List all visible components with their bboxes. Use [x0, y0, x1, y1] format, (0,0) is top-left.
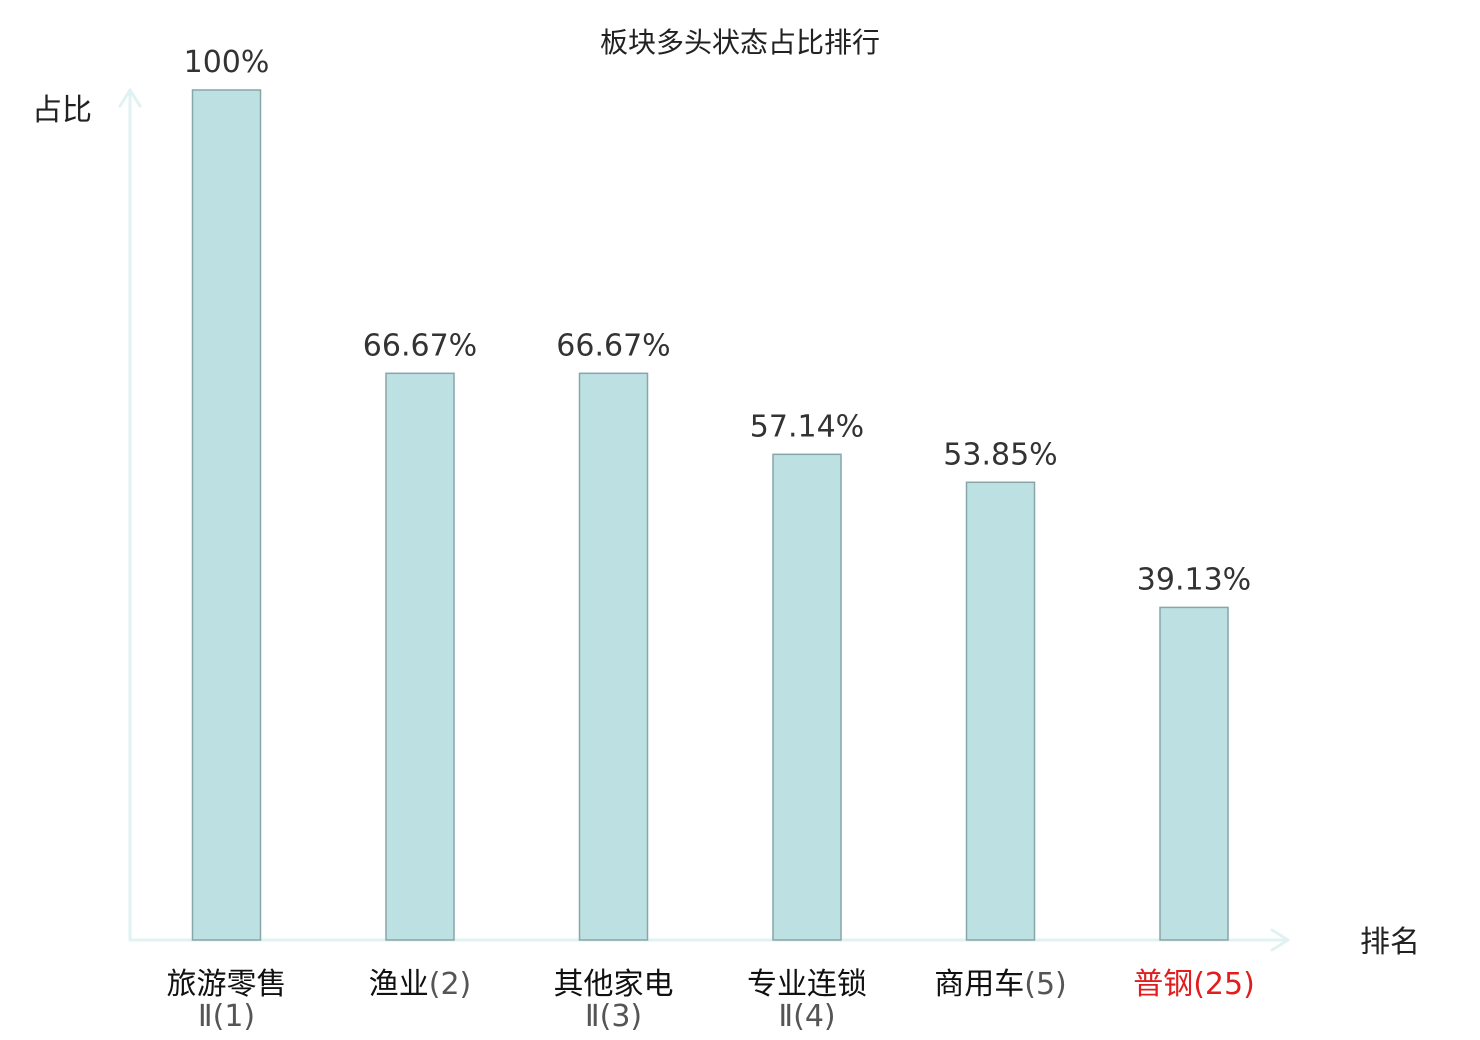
x-tick-label: 普钢(25)	[1133, 967, 1255, 1002]
data-label: 57.14%	[750, 409, 864, 444]
category-name: 渔业	[369, 967, 429, 1002]
data-label: 53.85%	[943, 437, 1057, 472]
x-tick-label: 其他家电	[554, 967, 674, 1002]
data-label: 39.13%	[1137, 562, 1251, 597]
category-name: 旅游零售	[167, 967, 287, 1002]
category-rank: (1)	[213, 999, 256, 1034]
category-name: 专业连锁	[747, 967, 867, 1002]
chart-title: 板块多头状态占比排行	[600, 26, 880, 59]
x-axis-label: 排名	[1360, 925, 1420, 960]
x-tick-label-line2: Ⅱ(1)	[198, 999, 255, 1034]
category-suffix: Ⅱ	[198, 999, 213, 1034]
x-axis	[128, 928, 1290, 952]
x-tick-label-line2: Ⅱ(4)	[778, 999, 835, 1034]
category-rank: (25)	[1193, 967, 1255, 1002]
data-label: 100%	[184, 45, 270, 80]
x-tick-label-line2: Ⅱ(3)	[585, 999, 642, 1034]
bar-item: 53.85% 商用车(5)	[934, 437, 1067, 1002]
bar	[1159, 606, 1229, 941]
bar-item: 39.13% 普钢(25)	[1133, 562, 1255, 1002]
category-suffix: Ⅱ	[778, 999, 793, 1034]
y-axis	[118, 88, 142, 942]
bar	[965, 481, 1036, 941]
category-name: 其他家电	[554, 967, 674, 1002]
x-tick-label: 旅游零售	[167, 967, 287, 1002]
bars-group: 100%旅游零售Ⅱ(1)66.67%渔业(2)66.67%其他家电Ⅱ(3)57.…	[167, 45, 1255, 1034]
bar	[385, 372, 455, 941]
category-rank: (5)	[1024, 967, 1067, 1002]
data-label: 66.67%	[556, 328, 670, 363]
category-rank: (3)	[600, 999, 643, 1034]
x-tick-label: 渔业(2)	[369, 967, 472, 1002]
bar-item: 66.67% 渔业(2)	[363, 328, 477, 1002]
x-tick-label: 专业连锁	[747, 967, 867, 1002]
bar	[191, 89, 262, 941]
x-tick-label: 商用车(5)	[934, 967, 1067, 1002]
category-name: 普钢	[1133, 967, 1193, 1002]
category-rank: (4)	[793, 999, 836, 1034]
data-label: 66.67%	[363, 328, 477, 363]
bar	[772, 453, 842, 941]
bar	[578, 372, 649, 941]
category-rank: (2)	[429, 967, 472, 1002]
category-name: 商用车	[934, 967, 1024, 1002]
y-axis-label: 占比	[32, 93, 92, 128]
category-suffix: Ⅱ	[585, 999, 600, 1034]
